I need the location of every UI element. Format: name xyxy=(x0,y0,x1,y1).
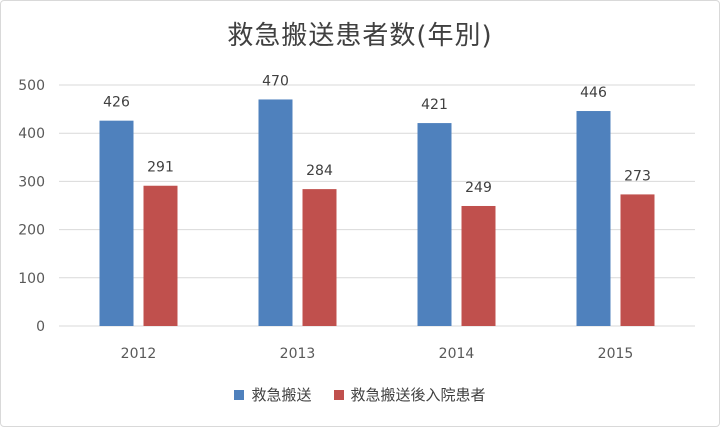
bar-2014-series-2 xyxy=(461,205,496,326)
data-label-2013-series-1: 470 xyxy=(262,73,289,89)
bar-2012-series-1 xyxy=(99,120,134,326)
x-tick-label-2012: 2012 xyxy=(121,346,157,362)
bar-2012-series-2 xyxy=(143,185,178,326)
data-label-2014-series-2: 249 xyxy=(465,180,492,196)
x-tick-label-2014: 2014 xyxy=(439,346,475,362)
legend-swatch-series-2 xyxy=(333,389,344,400)
bar-2015-series-2 xyxy=(620,194,655,326)
data-label-2013-series-2: 284 xyxy=(306,163,333,179)
bar-2013-series-2 xyxy=(302,189,337,326)
data-label-2012-series-1: 426 xyxy=(103,95,130,111)
data-label-2015-series-1: 446 xyxy=(580,85,607,101)
x-tick-label-2013: 2013 xyxy=(280,346,316,362)
legend-label-series-2: 救急搬送後入院患者 xyxy=(350,386,486,404)
data-label-2012-series-2: 291 xyxy=(147,160,174,176)
bar-2014-series-1 xyxy=(417,123,452,326)
chart-title: 救急搬送患者数(年別) xyxy=(227,21,493,51)
data-label-2015-series-2: 273 xyxy=(624,168,651,184)
y-tick-label-400: 400 xyxy=(18,126,45,142)
y-tick-label-500: 500 xyxy=(18,78,45,94)
data-label-2014-series-1: 421 xyxy=(421,97,448,113)
y-tick-label-0: 0 xyxy=(36,319,45,335)
legend-item-series-1: 救急搬送 xyxy=(234,384,312,405)
y-tick-label-300: 300 xyxy=(18,174,45,190)
x-tick-label-2015: 2015 xyxy=(598,346,634,362)
legend-item-series-2: 救急搬送後入院患者 xyxy=(333,384,486,405)
y-tick-label-200: 200 xyxy=(18,223,45,239)
legend-label-series-1: 救急搬送 xyxy=(251,386,312,404)
legend-swatch-series-1 xyxy=(234,389,245,400)
bar-2015-series-1 xyxy=(576,111,611,326)
y-tick-label-100: 100 xyxy=(18,271,45,287)
bar-2013-series-1 xyxy=(258,99,293,327)
legend: 救急搬送 救急搬送後入院患者 xyxy=(1,384,719,405)
